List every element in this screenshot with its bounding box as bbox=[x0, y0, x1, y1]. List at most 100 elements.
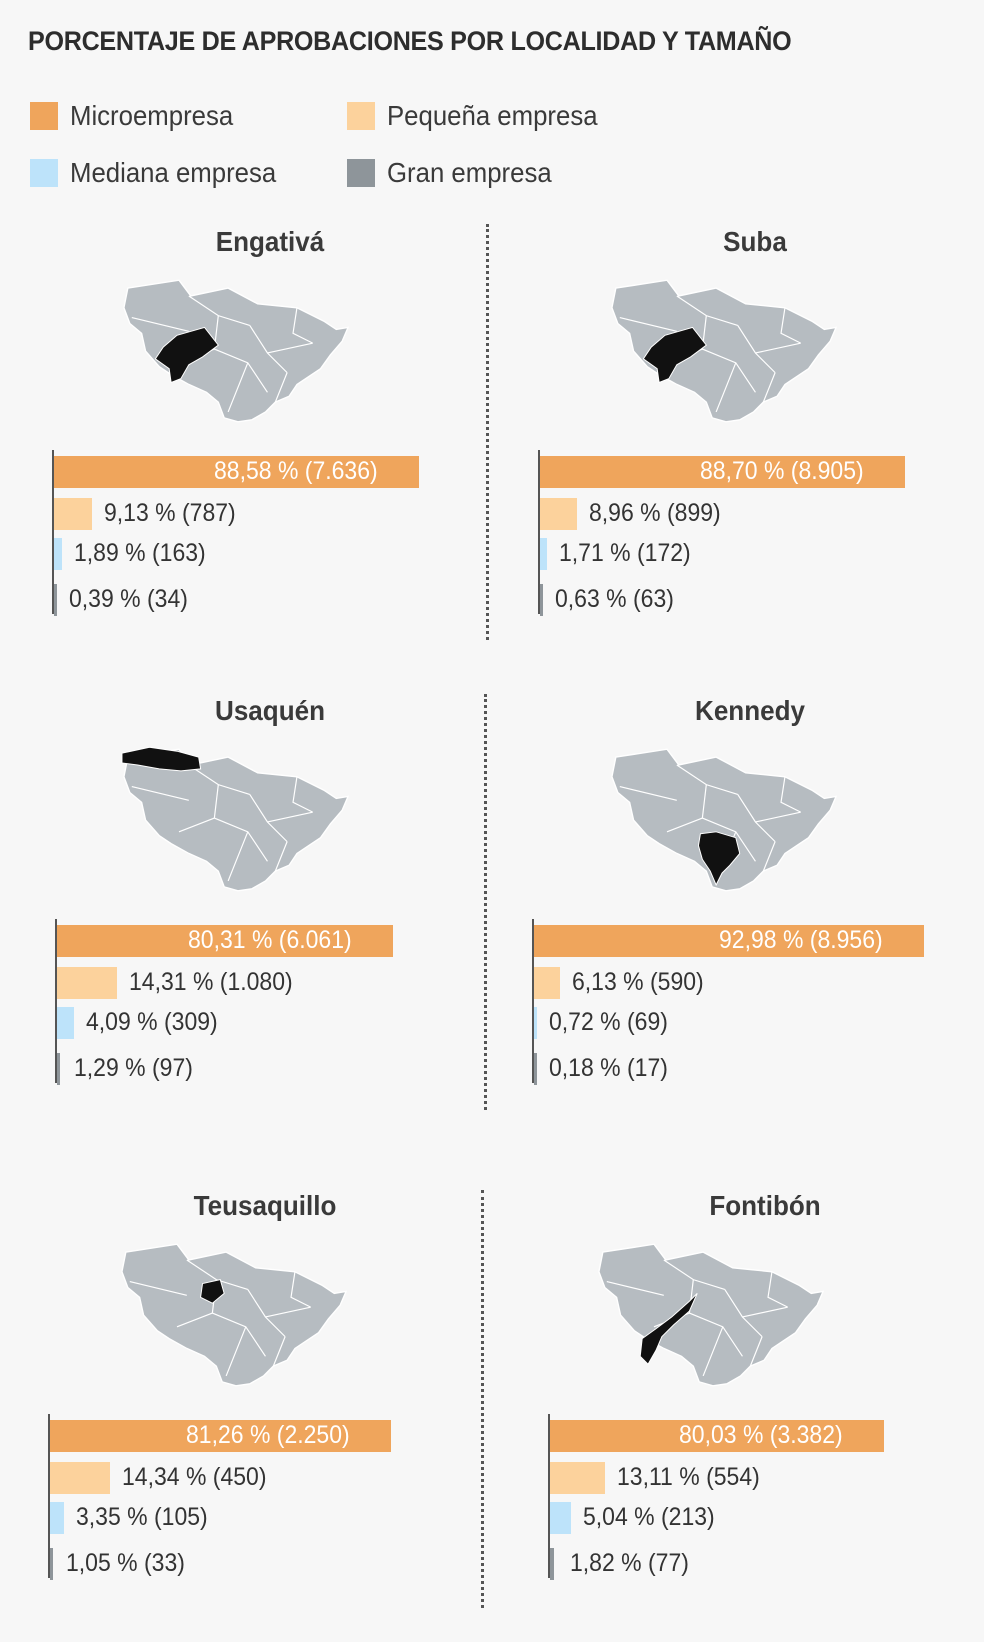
bar-pequena-empresa bbox=[534, 967, 560, 999]
bar-value-label: 8,96 % (899) bbox=[588, 499, 721, 527]
bar-value-label: 80,31 % (6.061) bbox=[188, 926, 353, 954]
bar-pequena-empresa bbox=[550, 1462, 605, 1494]
locality-map-fontibon bbox=[598, 1243, 825, 1387]
bar-value-label: 1,82 % (77) bbox=[569, 1549, 689, 1577]
bar-pequena-empresa bbox=[57, 967, 117, 999]
bar-value-label: 88,70 % (8.905) bbox=[700, 457, 865, 485]
bar-gran-empresa bbox=[57, 1053, 60, 1085]
highlight-kennedy bbox=[697, 831, 741, 887]
panel-title: Engativá bbox=[215, 226, 325, 257]
bar-value-label: 14,31 % (1.080) bbox=[128, 968, 293, 996]
highlight-teusaquillo bbox=[200, 1279, 225, 1304]
bar-value-label: 0,39 % (34) bbox=[69, 585, 188, 613]
bar-axis bbox=[52, 450, 54, 614]
bar-axis bbox=[548, 1414, 550, 1578]
highlight-usaquen bbox=[121, 746, 202, 772]
bar-mediana-empresa bbox=[540, 538, 548, 570]
panel-title: Fontibón bbox=[709, 1190, 821, 1221]
locality-boundary bbox=[619, 786, 677, 801]
locality-boundary bbox=[176, 1312, 213, 1328]
bar-value-label: 92,98 % (8.956) bbox=[718, 926, 883, 954]
highlight-fontibon bbox=[639, 1293, 698, 1365]
legend-label: Mediana empresa bbox=[70, 157, 277, 188]
column-divider bbox=[481, 1190, 484, 1608]
bar-gran-empresa bbox=[550, 1548, 554, 1580]
locality-boundary bbox=[702, 817, 756, 862]
bogota-outline bbox=[123, 279, 350, 423]
bar-value-label: 4,09 % (309) bbox=[86, 1008, 218, 1036]
bar-value-label: 9,13 % (787) bbox=[103, 499, 236, 527]
bar-mediana-empresa bbox=[534, 1007, 538, 1039]
bar-value-label: 3,35 % (105) bbox=[76, 1503, 208, 1531]
legend-swatch-mediana bbox=[30, 159, 58, 187]
locality-boundary bbox=[178, 817, 215, 833]
locality-boundary bbox=[606, 1281, 664, 1296]
panel-title: Kennedy bbox=[695, 695, 805, 726]
locality-boundary bbox=[274, 841, 288, 872]
panel-title: Teusaquillo bbox=[193, 1190, 337, 1221]
legend-item-pequena: Pequeña empresa bbox=[347, 100, 616, 132]
legend-label: Pequeña empresa bbox=[387, 100, 598, 131]
bar-value-label: 81,26 % (2.250) bbox=[186, 1421, 350, 1449]
locality-map-kennedy bbox=[611, 748, 838, 892]
bar-mediana-empresa bbox=[550, 1502, 572, 1534]
bar-axis bbox=[48, 1414, 50, 1578]
legend-label: Gran empresa bbox=[387, 157, 552, 188]
bar-gran-empresa bbox=[540, 584, 543, 616]
locality-boundary bbox=[213, 784, 219, 819]
legend-item-microempresa: Microempresa bbox=[30, 100, 247, 132]
locality-boundary bbox=[780, 776, 801, 813]
locality-boundary bbox=[663, 1259, 725, 1291]
locality-boundary bbox=[131, 317, 189, 332]
locality-boundary bbox=[227, 831, 249, 882]
locality-boundary bbox=[272, 1336, 286, 1367]
bar-mediana-empresa bbox=[57, 1007, 75, 1039]
bar-value-label: 1,05 % (33) bbox=[66, 1549, 186, 1577]
bar-value-label: 14,34 % (450) bbox=[122, 1463, 267, 1491]
locality-map-suba bbox=[611, 279, 838, 423]
locality-panel-teusaquillo: Teusaquillo 81,26 % (2.250) 14,34 % (450) 3… bbox=[45, 1190, 485, 1630]
locality-boundary bbox=[762, 841, 776, 872]
panel-title: Usaquén bbox=[215, 695, 325, 726]
locality-boundary bbox=[780, 307, 801, 344]
locality-panel-kennedy: Kennedy 92,98 % (8.956) 6,13 % (590) 0,72 %… bbox=[530, 695, 970, 1135]
legend-swatch-pequena bbox=[347, 102, 375, 130]
highlight-suba bbox=[642, 326, 708, 384]
locality-map-teusaquillo bbox=[121, 1243, 348, 1387]
locality-boundary bbox=[676, 295, 738, 327]
locality-boundary bbox=[762, 372, 776, 403]
bar-microempresa bbox=[534, 925, 924, 957]
locality-map-engativa bbox=[123, 279, 350, 423]
locality-boundary bbox=[755, 811, 801, 823]
legend-item-gran: Gran empresa bbox=[347, 157, 566, 189]
bar-microempresa bbox=[540, 456, 906, 488]
bar-gran-empresa bbox=[54, 584, 57, 616]
bar-axis bbox=[532, 919, 534, 1083]
bar-gran-empresa bbox=[50, 1548, 53, 1580]
bar-value-label: 1,29 % (97) bbox=[74, 1054, 194, 1082]
locality-boundary bbox=[666, 817, 703, 833]
locality-boundary bbox=[715, 362, 737, 413]
bar-microempresa bbox=[50, 1420, 392, 1452]
locality-boundary bbox=[265, 1306, 311, 1318]
locality-boundary bbox=[749, 1336, 763, 1367]
bar-value-label: 80,03 % (3.382) bbox=[678, 1421, 843, 1449]
bar-value-label: 6,13 % (590) bbox=[571, 968, 704, 996]
locality-panel-usaquen: Usaquén 80,31 % (6.061) 14,31 % (1.080) 4,0… bbox=[50, 695, 490, 1135]
bar-value-label: 13,11 % (554) bbox=[616, 1463, 760, 1491]
bar-pequena-empresa bbox=[54, 498, 92, 530]
locality-boundary bbox=[186, 1259, 248, 1291]
locality-boundary bbox=[267, 342, 313, 354]
bar-value-label: 0,63 % (63) bbox=[555, 585, 674, 613]
locality-panel-engativa: Engativá 88,58 % (7.636) 9,13 % (787) 1,89 … bbox=[50, 226, 490, 666]
locality-boundary bbox=[755, 342, 801, 354]
locality-boundary bbox=[701, 784, 707, 819]
locality-boundary bbox=[267, 811, 313, 823]
bar-microempresa bbox=[54, 456, 419, 488]
locality-boundary bbox=[274, 372, 288, 403]
locality-boundary bbox=[290, 1271, 311, 1308]
locality-boundary bbox=[702, 1326, 724, 1377]
column-divider bbox=[486, 224, 489, 640]
bar-value-label: 0,72 % (69) bbox=[549, 1008, 668, 1036]
locality-boundary bbox=[225, 1326, 247, 1377]
